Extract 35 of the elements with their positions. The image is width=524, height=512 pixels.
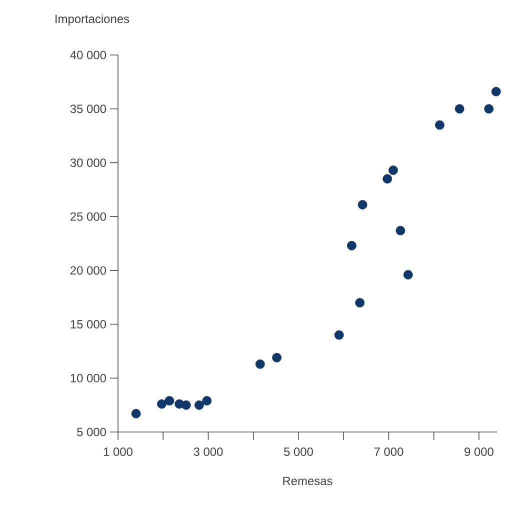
point: [435, 120, 444, 130]
x-tick-label: 9 000: [464, 448, 494, 456]
point: [358, 200, 368, 210]
y-tick-label: 10 000: [70, 374, 106, 382]
y-tick-label: 30 000: [70, 158, 106, 167]
point: [484, 104, 494, 114]
point: [255, 359, 265, 369]
point: [347, 240, 356, 250]
y-tick-label: 5 000: [77, 428, 106, 436]
point: [454, 104, 464, 114]
y-tick-label: 25 000: [70, 212, 106, 221]
point: [181, 400, 191, 410]
point: [157, 399, 166, 409]
x-tick-label: 1 000: [104, 448, 132, 456]
x-axis-title: Remesas: [283, 476, 332, 486]
x-tick-label: 7 000: [374, 448, 404, 456]
y-tick-label: 15 000: [70, 320, 106, 329]
y-tick-label: 20 000: [70, 266, 106, 275]
point: [382, 174, 392, 184]
point: [355, 298, 365, 308]
point: [388, 166, 398, 175]
y-tick-label: 35 000: [70, 104, 106, 114]
point: [403, 270, 413, 280]
point: [491, 86, 501, 96]
point: [396, 226, 406, 236]
point: [202, 396, 212, 406]
point: [334, 330, 344, 340]
y-tick-label: 40 000: [70, 50, 106, 60]
point: [194, 400, 204, 410]
point: [272, 352, 282, 362]
point: [131, 408, 141, 418]
x-tick-label: 5 000: [284, 448, 313, 456]
y-axis-title: Importaciones: [56, 14, 130, 26]
point: [164, 396, 174, 406]
x-tick-label: 3 000: [194, 448, 223, 456]
